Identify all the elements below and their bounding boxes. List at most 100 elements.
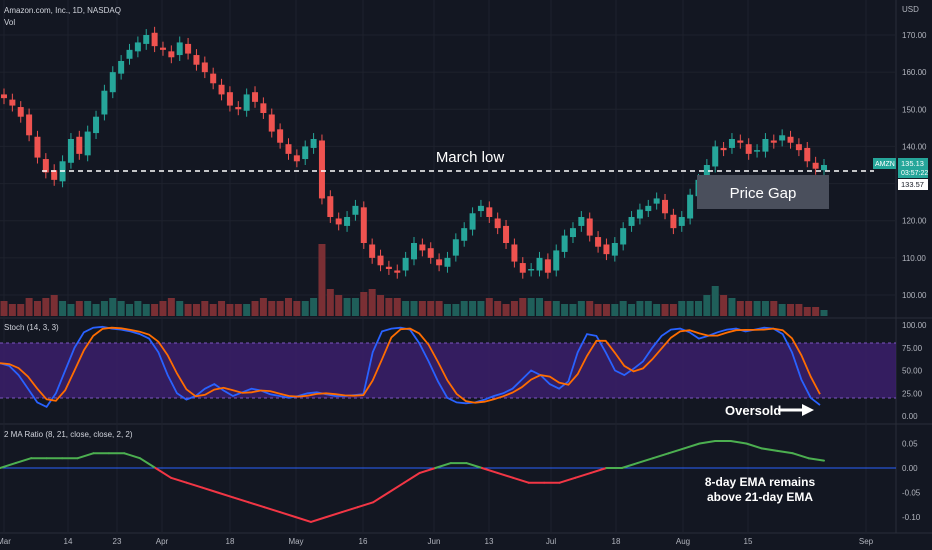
- volume-bar: [711, 286, 719, 316]
- ma-ratio-segment: [403, 471, 421, 484]
- stoch-tick-label: 0.00: [902, 412, 918, 421]
- x-axis-ticks: Mar 14 23 Apr 18 May 16 Jun 13 Jul 18 Aug 15 Sep: [0, 537, 874, 546]
- ma-ratio-segment: [698, 440, 717, 445]
- candle-body: [469, 213, 476, 230]
- candle-body: [185, 43, 192, 54]
- ma-ratio-segment: [232, 496, 250, 504]
- candle-body: [553, 250, 560, 271]
- x-tick-label: Sep: [859, 537, 874, 546]
- candle-body: [645, 205, 652, 212]
- volume-bar: [720, 295, 728, 316]
- ma-ratio-segment: [558, 476, 577, 484]
- candle-body: [779, 135, 786, 141]
- stoch-tick-label: 50.00: [902, 367, 923, 376]
- candle-body: [636, 209, 643, 219]
- candle-body: [461, 228, 468, 241]
- ma-ratio-segment: [465, 462, 483, 469]
- ma-ratio-segment: [341, 506, 359, 514]
- ma-ratio-segment: [123, 452, 141, 460]
- volume-bar: [820, 310, 828, 316]
- volume-bar: [100, 301, 108, 316]
- ma-tick-label: 0.00: [902, 464, 918, 473]
- volume-bar: [661, 304, 669, 316]
- ma-ratio-segment: [170, 476, 188, 484]
- candle-body: [821, 165, 827, 171]
- ma-ratio-segment: [154, 467, 173, 479]
- x-tick-label: Jul: [546, 537, 556, 546]
- volume-bar: [703, 295, 711, 316]
- ma-ratio-segment: [14, 457, 33, 465]
- candle-body: [218, 84, 225, 95]
- volume-bar: [293, 301, 301, 316]
- volume-bar: [636, 301, 644, 316]
- candle-body: [210, 73, 217, 84]
- currency-label: USD: [902, 5, 919, 14]
- price-tick-label: 140.00: [902, 142, 927, 151]
- volume-bar: [268, 301, 276, 316]
- stoch-axis-ticks: 100.00 75.00 50.00 25.00 0.00: [902, 321, 927, 421]
- volume-bar: [92, 304, 100, 316]
- volume-bar: [669, 304, 677, 316]
- candle-body: [318, 140, 325, 199]
- x-tick-label: 18: [226, 537, 235, 546]
- candle-body: [444, 257, 451, 267]
- ma-ratio-segment: [791, 452, 810, 460]
- candle-body: [67, 139, 74, 163]
- volume-bar: [619, 301, 627, 316]
- candle-body: [143, 35, 150, 44]
- volume-bar: [167, 298, 175, 316]
- stoch-tick-label: 100.00: [902, 321, 927, 330]
- candle-body: [93, 116, 100, 134]
- ma-ratio-segment: [0, 462, 17, 469]
- volume-bar: [393, 298, 401, 316]
- volume-bar: [527, 298, 535, 316]
- volume-bar: [218, 301, 226, 316]
- candle-body: [628, 217, 635, 226]
- volume-bar: [552, 301, 560, 316]
- volume-bar: [519, 298, 527, 316]
- ma-ratio-segment: [729, 440, 748, 445]
- ma-tick-label: -0.05: [902, 489, 921, 498]
- volume-bar: [301, 301, 309, 316]
- volume-bar: [753, 301, 761, 316]
- candlesticks: [1, 26, 827, 279]
- volume-bar: [50, 295, 58, 316]
- volume-bar: [192, 304, 200, 316]
- candle-body: [277, 129, 284, 143]
- volume-bar: [728, 298, 736, 316]
- price-gap-box: [697, 175, 829, 209]
- candle-body: [762, 139, 769, 152]
- candle-body: [536, 257, 543, 271]
- volume-bar: [368, 289, 376, 316]
- candle-body: [235, 107, 242, 110]
- volume-bar: [536, 298, 544, 316]
- volume-bar: [0, 301, 8, 316]
- x-tick-label: 18: [612, 537, 621, 546]
- last-price: 135.13: [901, 159, 924, 168]
- candle-body: [9, 99, 16, 106]
- volume-bar: [443, 304, 451, 316]
- ma-ratio-segment: [745, 442, 763, 450]
- candle-body: [728, 139, 735, 148]
- candle-body: [419, 244, 426, 251]
- candle-body: [586, 218, 593, 236]
- candle-body: [712, 146, 719, 167]
- candle-body: [578, 217, 585, 226]
- candle-body: [754, 150, 761, 152]
- oversold-label: Oversold: [725, 403, 781, 418]
- volume-bar: [75, 301, 83, 316]
- candle-body: [134, 42, 141, 52]
- candle-body: [653, 198, 660, 204]
- candle-body: [662, 199, 669, 214]
- volume-bar: [653, 304, 661, 316]
- volume-bar: [184, 304, 192, 316]
- ma-ratio-segment: [294, 516, 312, 523]
- volume-bar: [577, 301, 585, 316]
- candle-body: [151, 32, 158, 47]
- candle-body: [595, 237, 602, 247]
- ma-ratio-segment: [278, 511, 297, 518]
- volume-bar: [360, 292, 368, 316]
- volume-bar: [761, 301, 769, 316]
- volume-bar: [335, 295, 343, 316]
- x-tick-label: May: [288, 537, 303, 546]
